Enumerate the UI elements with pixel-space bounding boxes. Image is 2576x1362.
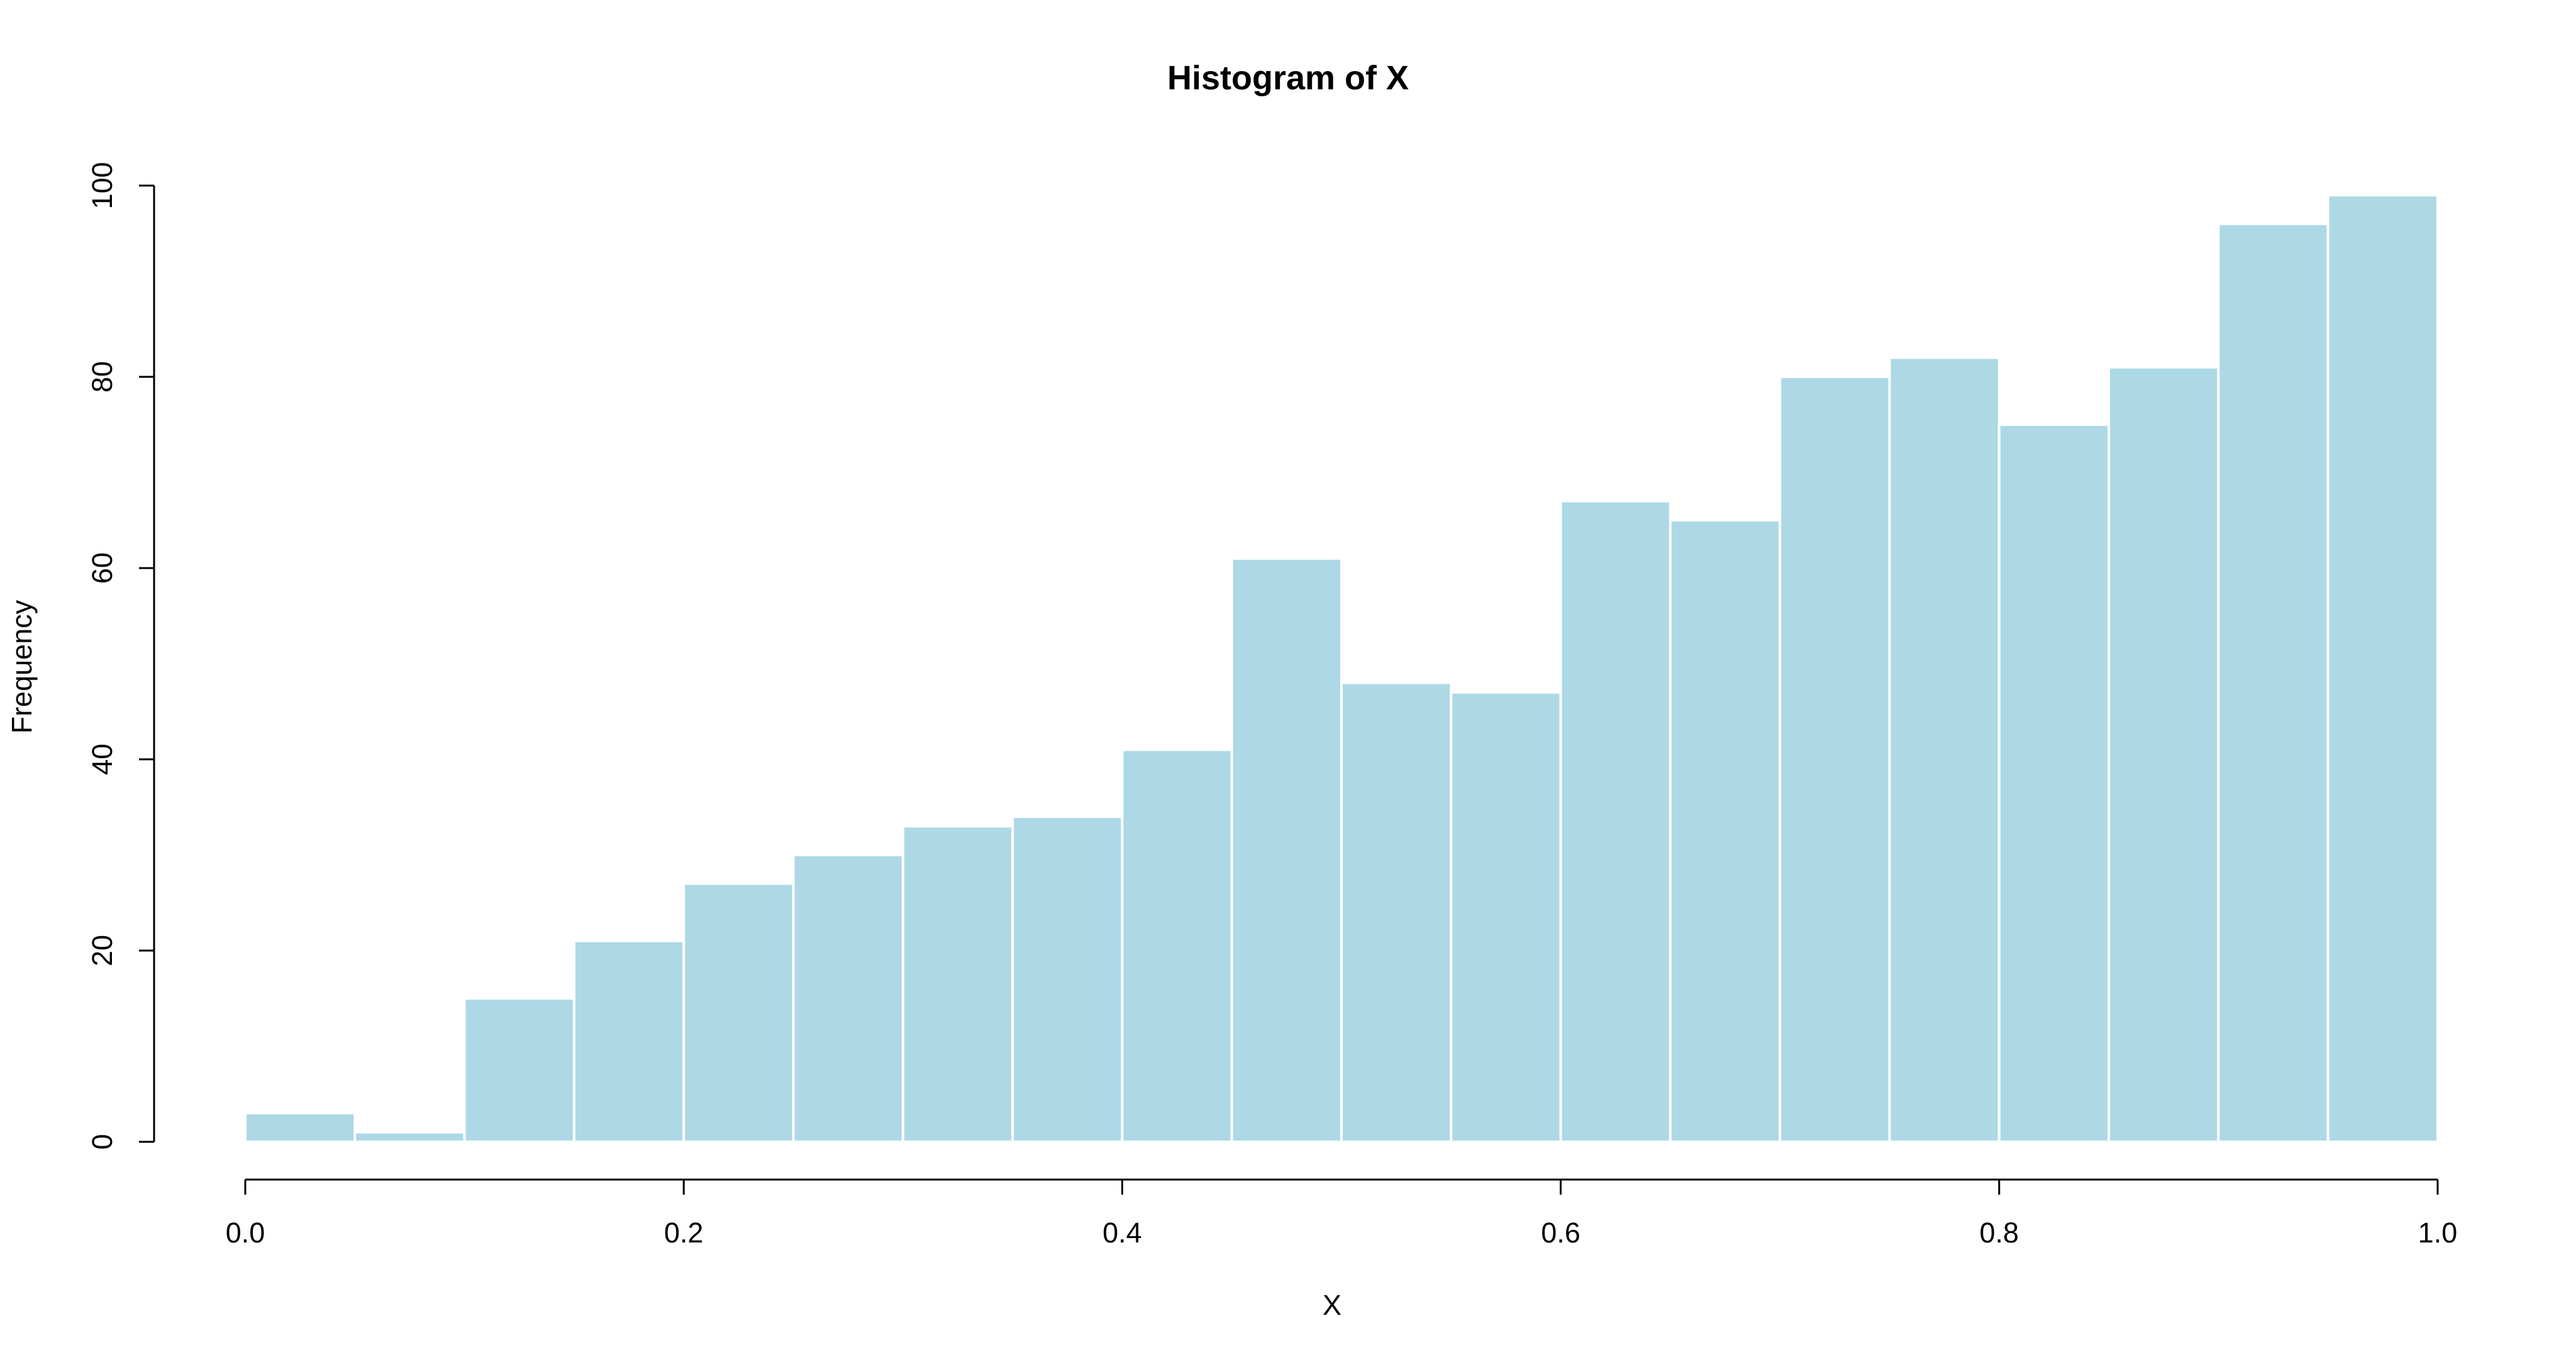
chart-title: Histogram of X <box>1167 59 1409 97</box>
y-axis: 0 20 40 60 80 100 <box>86 162 155 1150</box>
y-tick-label: 60 <box>86 552 118 584</box>
histogram-bar <box>1011 815 1124 1143</box>
x-tick-label: 0.4 <box>1102 1217 1142 1249</box>
histogram-bar <box>1779 376 1891 1143</box>
histogram-bar <box>901 825 1014 1144</box>
x-axis-label: X <box>1323 1289 1341 1321</box>
histogram-bar <box>2217 222 2329 1143</box>
histogram-bar <box>1559 500 1672 1143</box>
histogram-bar <box>244 1112 357 1144</box>
x-tick-label: 0.8 <box>1980 1217 2019 1249</box>
histogram-bar <box>353 1130 466 1144</box>
histogram-bar <box>682 882 795 1143</box>
y-tick-label: 40 <box>86 744 118 775</box>
x-tick-label: 0.2 <box>664 1217 704 1249</box>
y-tick-label: 20 <box>86 935 118 966</box>
x-tick-label: 0.6 <box>1541 1217 1580 1249</box>
histogram-bar <box>1668 519 1782 1143</box>
histogram-bar <box>1450 691 1562 1143</box>
histogram-bar <box>1340 681 1453 1143</box>
x-tick-label: 0.0 <box>226 1217 265 1249</box>
x-tick-label: 1.0 <box>2418 1217 2458 1249</box>
histogram-bar <box>792 854 904 1143</box>
histogram-bar <box>1230 557 1343 1143</box>
y-axis-label: Frequency <box>6 600 38 734</box>
y-tick-label: 100 <box>86 162 118 209</box>
histogram-bar <box>2107 366 2220 1143</box>
y-tick-label: 0 <box>86 1134 118 1149</box>
histogram-bar <box>1997 423 2111 1143</box>
x-axis: 0.0 0.2 0.4 0.6 0.8 1.0 <box>226 1178 2458 1249</box>
y-tick-label: 80 <box>86 361 118 393</box>
histogram-bar <box>463 997 575 1143</box>
histogram-bar <box>572 939 686 1144</box>
histogram-bar <box>1121 748 1233 1144</box>
bars-group <box>244 194 2439 1144</box>
histogram-bar <box>2326 194 2439 1144</box>
histogram-bar <box>1888 356 2001 1143</box>
